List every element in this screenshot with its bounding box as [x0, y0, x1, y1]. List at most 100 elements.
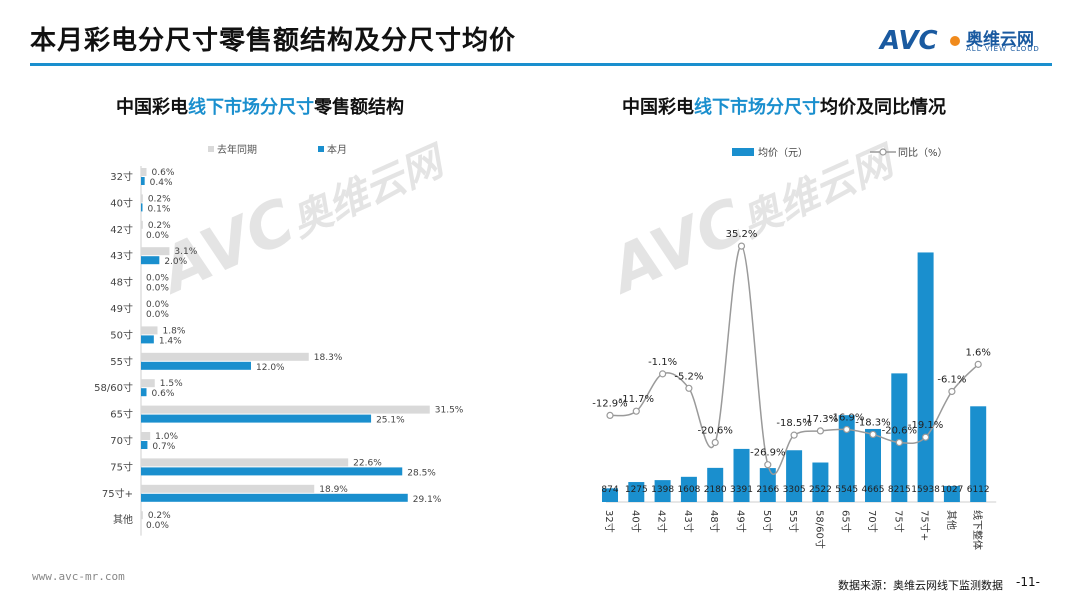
bar-prev	[141, 484, 315, 493]
yoy-label: -5.2%	[674, 371, 703, 382]
data-label-cur: 0.1%	[148, 204, 171, 214]
yoy-label: -17.3%	[803, 414, 838, 425]
price-label: 3391	[730, 485, 753, 495]
yoy-label: -18.5%	[776, 418, 811, 429]
yoy-marker	[632, 407, 640, 415]
data-label-cur: 2.0%	[164, 257, 187, 267]
bar-prev	[141, 432, 151, 440]
category-label: 32寸	[110, 170, 133, 183]
page-title: 本月彩电分尺寸零售额结构及分尺寸均价	[30, 26, 517, 56]
yoy-label: -11.7%	[619, 394, 654, 405]
left-title-highlight: 线下市场分尺寸	[188, 97, 314, 118]
price-bar	[654, 480, 671, 502]
data-source: 数据来源：奥维云网线下监测数据	[838, 579, 1003, 592]
yoy-label: -18.3%	[855, 417, 890, 428]
price-label: 1398	[651, 485, 674, 495]
data-label-prev: 18.3%	[314, 353, 343, 363]
bar-prev	[141, 194, 143, 203]
logo-en: ALL VIEW CLOUD	[966, 45, 1040, 53]
category-label: 65寸	[840, 510, 853, 533]
category-label: 58/60寸	[94, 381, 133, 394]
yoy-label: -20.6%	[698, 426, 733, 437]
yoy-label: -12.9%	[592, 398, 627, 409]
bar-cur	[141, 441, 148, 449]
yoy-marker	[948, 387, 956, 396]
data-label-cur: 28.5%	[407, 468, 436, 478]
data-label-cur: 0.7%	[152, 442, 175, 452]
category-label: 43寸	[682, 510, 695, 533]
yoy-label: -19.1%	[908, 420, 943, 431]
data-label-prev: 3.1%	[174, 247, 197, 257]
price-bar	[865, 428, 881, 502]
category-label: 其他	[945, 510, 958, 530]
data-label-cur: 0.0%	[146, 231, 169, 241]
data-label-prev: 31.5%	[435, 406, 464, 416]
data-label-cur: 0.0%	[146, 521, 169, 531]
bar-cur	[141, 177, 145, 185]
data-label-prev: 1.5%	[160, 379, 183, 389]
legend-swatch-prev	[208, 146, 214, 152]
category-label: 49寸	[735, 510, 748, 533]
category-label: 40寸	[110, 196, 133, 209]
data-label-prev: 22.6%	[353, 458, 382, 468]
price-bar	[891, 373, 908, 502]
bar-cur	[141, 256, 160, 265]
yoy-marker	[737, 242, 746, 250]
data-label-cur: 25.1%	[376, 416, 405, 426]
data-label-prev: 0.0%	[146, 274, 169, 284]
data-label-cur: 1.4%	[159, 336, 182, 346]
yoy-marker	[606, 411, 614, 420]
yoy-label: -6.1%	[937, 374, 966, 385]
yoy-label: 1.6%	[965, 347, 990, 358]
bar-cur	[141, 493, 408, 502]
category-label: 42寸	[656, 510, 669, 533]
category-label: 75寸+	[919, 510, 932, 541]
yoy-marker	[974, 360, 982, 368]
data-label-cur: 0.6%	[152, 389, 175, 399]
price-label: 8215	[888, 485, 911, 495]
price-label: 2522	[809, 485, 832, 495]
price-label: 1608	[677, 485, 700, 495]
price-label: 2166	[756, 485, 779, 495]
legend-label-cur: 本月	[327, 143, 347, 156]
category-label: 65寸	[110, 408, 133, 421]
legend-label-bar: 均价（元）	[758, 147, 808, 159]
bar-prev	[141, 379, 155, 388]
bar-prev	[141, 168, 147, 176]
size-avg-price-chart: 均价（元） 同比（%） 874 32寸 1275 40寸 1398 42寸 1608 43寸 218…	[592, 147, 997, 550]
bar-prev	[141, 326, 158, 335]
category-label: 42寸	[110, 223, 133, 236]
price-bar	[970, 406, 987, 502]
price-label: 2180	[704, 485, 727, 495]
yoy-marker	[922, 433, 930, 441]
bar-cur	[141, 414, 372, 423]
data-label-prev: 18.9%	[319, 485, 348, 495]
price-bar	[707, 467, 724, 502]
price-label: 3305	[783, 485, 806, 495]
yoy-marker	[764, 461, 772, 469]
yoy-marker	[658, 370, 667, 378]
data-label-prev: 0.2%	[148, 221, 171, 231]
category-label: 58/60寸	[813, 510, 826, 549]
footer-url[interactable]: www.avc-mr.com	[32, 570, 125, 583]
yoy-line	[609, 245, 979, 476]
header-divider	[30, 63, 1052, 66]
category-label: 48寸	[110, 276, 133, 289]
category-label: 70寸	[866, 510, 879, 533]
data-label-cur: 12.0%	[256, 363, 285, 373]
legend-swatch-bar	[732, 148, 754, 156]
bar-prev	[141, 511, 143, 520]
avc-logo: AVC 奥维云网 ALL VIEW CLOUD	[880, 26, 1050, 56]
data-label-prev: 0.2%	[148, 511, 171, 521]
category-label: 43寸	[110, 249, 133, 262]
legend-swatch-cur	[318, 146, 324, 152]
yoy-label: 35.2%	[726, 229, 758, 240]
yoy-label: -26.9%	[750, 448, 785, 459]
yoy-marker	[711, 438, 719, 447]
logo-dot	[950, 36, 960, 46]
bar-prev	[141, 458, 349, 467]
data-label-cur: 0.4%	[150, 178, 173, 188]
data-label-prev: 0.2%	[148, 194, 171, 204]
category-label: 其他	[113, 513, 133, 526]
